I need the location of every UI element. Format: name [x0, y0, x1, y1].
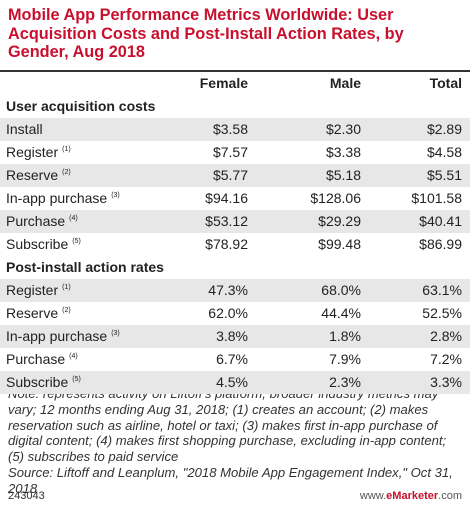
row-label: Register (1)	[6, 141, 71, 164]
table-row: Reserve (2) $5.77 $5.18 $5.51	[0, 164, 470, 187]
row-label: Purchase (4)	[6, 348, 78, 371]
chart-id: 243043	[8, 490, 45, 502]
table-cell: $5.51	[426, 167, 462, 183]
table-row: In-app purchase (3) $94.16 $128.06 $101.58	[0, 187, 470, 210]
table-row: In-app purchase (3) 3.8% 1.8% 2.8%	[0, 325, 470, 348]
footnote-marker: (3)	[111, 192, 120, 200]
table-cell: 2.8%	[430, 328, 462, 344]
section-heading-label: Post-install action rates	[6, 259, 164, 275]
table-cell: 4.5%	[216, 374, 248, 390]
table-row: Subscribe (5) $78.92 $99.48 $86.99	[0, 233, 470, 256]
row-label-text: Register	[6, 282, 59, 298]
table-cell: $3.38	[325, 144, 361, 160]
table-cell: 3.3%	[430, 374, 462, 390]
table-cell: 63.1%	[422, 282, 462, 298]
table-cell: $29.29	[318, 213, 361, 229]
table-row: Install $3.58 $2.30 $2.89	[0, 118, 470, 141]
footnote-marker: (3)	[111, 330, 120, 338]
footnote-marker: (5)	[72, 376, 81, 384]
table-cell: 1.8%	[329, 328, 361, 344]
table-cell: $86.99	[419, 236, 462, 252]
table-row: Purchase (4) $53.12 $29.29 $40.41	[0, 210, 470, 233]
header-rule	[0, 70, 470, 72]
row-label-text: Install	[6, 121, 43, 137]
table-cell: $2.30	[325, 121, 361, 137]
brand-name: eMarketer	[386, 490, 439, 502]
table-cell: $3.58	[212, 121, 248, 137]
page-title: Mobile App Performance Metrics Worldwide…	[8, 6, 404, 61]
footer: 243043 www.eMarketer.com	[0, 488, 470, 504]
row-label: Register (1)	[6, 279, 71, 302]
table-cell: 44.4%	[321, 305, 361, 321]
row-label: In-app purchase (3)	[6, 325, 120, 348]
table-cell: 6.7%	[216, 351, 248, 367]
table-cell: $53.12	[205, 213, 248, 229]
table-cell: $40.41	[419, 213, 462, 229]
table-row: Subscribe (5) 4.5% 2.3% 3.3%	[0, 371, 470, 394]
row-label: Subscribe (5)	[6, 371, 81, 394]
row-label-text: In-app purchase	[6, 190, 108, 206]
row-label-text: Subscribe	[6, 374, 69, 390]
row-label-text: Purchase	[6, 351, 66, 367]
row-label: Reserve (2)	[6, 164, 71, 187]
column-header: Total	[429, 75, 462, 91]
row-label-text: In-app purchase	[6, 328, 108, 344]
footnote-marker: (4)	[69, 215, 78, 223]
table-cell: $101.58	[411, 190, 462, 206]
column-header: Female	[199, 75, 248, 91]
table-cell: $5.77	[212, 167, 248, 183]
brand-prefix: www.	[359, 490, 387, 502]
footnote-marker: (5)	[72, 238, 81, 246]
column-header: Male	[329, 75, 361, 91]
row-label: Purchase (4)	[6, 210, 78, 233]
brand-suffix: .com	[438, 490, 462, 502]
footnote-marker: (1)	[62, 146, 71, 154]
brand-logo: www.eMarketer.com	[360, 488, 462, 504]
note-text: Note: represents activity on Liftoff's p…	[8, 386, 447, 465]
footnote-marker: (2)	[62, 307, 71, 315]
footnote-marker: (4)	[69, 353, 78, 361]
section-heading: User acquisition costs	[0, 95, 470, 118]
table-row: Register (1) $7.57 $3.38 $4.58	[0, 141, 470, 164]
row-label: Reserve (2)	[6, 302, 71, 325]
row-label: Install	[6, 118, 43, 141]
notes-block: Note: represents activity on Liftoff's p…	[8, 386, 464, 497]
table-cell: 47.3%	[208, 282, 248, 298]
table-cell: 7.2%	[430, 351, 462, 367]
table-cell: $7.57	[212, 144, 248, 160]
table-cell: 68.0%	[321, 282, 361, 298]
table-row: Purchase (4) 6.7% 7.9% 7.2%	[0, 348, 470, 371]
table-cell: $2.89	[426, 121, 462, 137]
table-cell: 7.9%	[329, 351, 361, 367]
row-label: Subscribe (5)	[6, 233, 81, 256]
table-cell: $94.16	[205, 190, 248, 206]
table-cell: 52.5%	[422, 305, 462, 321]
table-cell: 62.0%	[208, 305, 248, 321]
table-cell: $78.92	[205, 236, 248, 252]
section-heading-label: User acquisition costs	[6, 98, 156, 114]
source-text: Source: Liftoff and Leanplum, "2018 Mobi…	[8, 464, 453, 496]
column-header-row: Female Male Total	[0, 72, 470, 95]
row-label-text: Reserve	[6, 167, 59, 183]
row-label-text: Subscribe	[6, 236, 69, 252]
footnote-marker: (1)	[62, 284, 71, 292]
table-row: Reserve (2) 62.0% 44.4% 52.5%	[0, 302, 470, 325]
table-cell: $99.48	[318, 236, 361, 252]
row-label-text: Reserve	[6, 305, 59, 321]
section-heading: Post-install action rates	[0, 256, 470, 279]
table-row: Register (1) 47.3% 68.0% 63.1%	[0, 279, 470, 302]
table-cell: 3.8%	[216, 328, 248, 344]
row-label-text: Register	[6, 144, 59, 160]
table-cell: $5.18	[325, 167, 361, 183]
footnote-marker: (2)	[62, 169, 71, 177]
table-cell: $128.06	[310, 190, 361, 206]
table-cell: $4.58	[426, 144, 462, 160]
table-cell: 2.3%	[329, 374, 361, 390]
row-label-text: Purchase	[6, 213, 66, 229]
row-label: In-app purchase (3)	[6, 187, 120, 210]
